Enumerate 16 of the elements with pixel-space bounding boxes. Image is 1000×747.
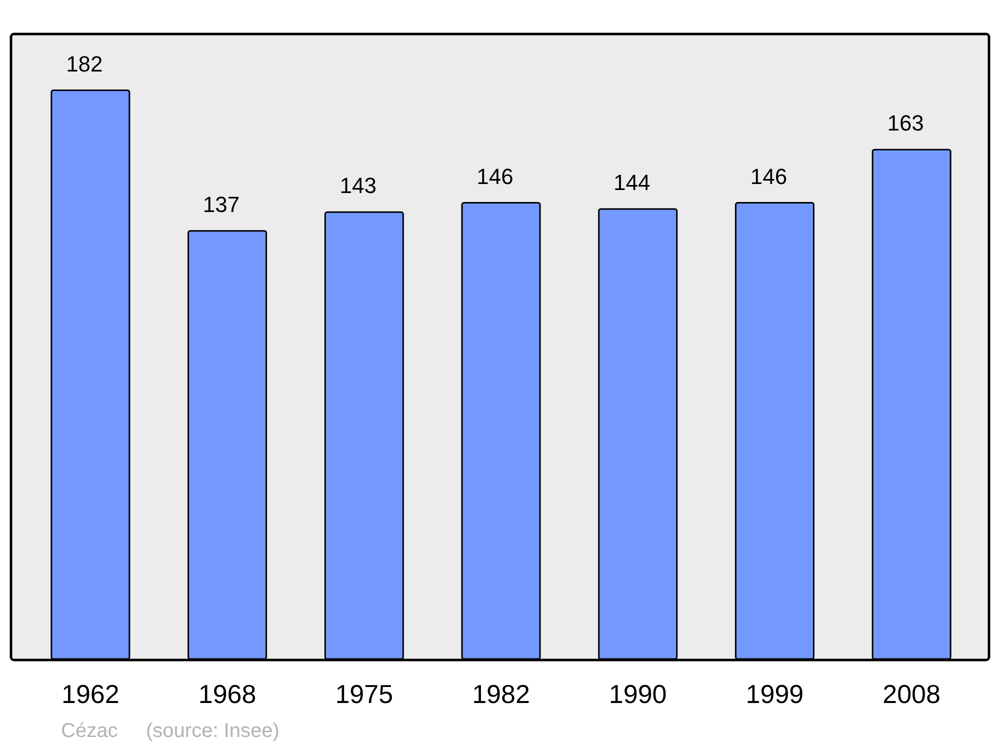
data-label: 182 <box>66 51 103 76</box>
x-tick-label: 1968 <box>198 679 256 709</box>
data-label: 146 <box>476 164 514 189</box>
x-tick-label: 1982 <box>472 679 530 709</box>
data-label: 146 <box>750 164 788 189</box>
x-tick-label: 1975 <box>335 679 394 709</box>
data-label: 137 <box>202 192 240 217</box>
x-tick-label: 1990 <box>608 679 667 709</box>
text: Cézac <box>61 720 118 742</box>
data-label: 163 <box>887 110 924 136</box>
data-label: 143 <box>340 173 376 198</box>
x-tick-label: 1999 <box>746 679 804 709</box>
x-tick-label: 2008 <box>882 679 940 709</box>
x-tick-label: 1962 <box>62 679 120 709</box>
text: (source: Insee) <box>146 720 280 742</box>
data-label: 144 <box>614 170 650 195</box>
